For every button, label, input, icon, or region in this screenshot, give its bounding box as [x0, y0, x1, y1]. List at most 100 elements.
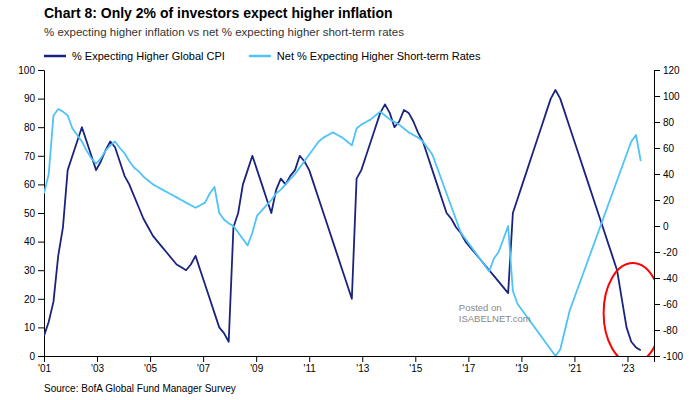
- tick-label: 40: [24, 236, 36, 247]
- x-tick: '07: [197, 356, 210, 374]
- y-tick: 60: [24, 179, 44, 190]
- y-tick: 40: [24, 236, 44, 247]
- tick-mark: [654, 122, 660, 123]
- tick-label: -60: [663, 299, 678, 310]
- y2-tick: 100: [654, 91, 680, 102]
- tick-label: 30: [24, 265, 36, 276]
- axis-line: [45, 357, 655, 363]
- tick-label: 10: [24, 322, 36, 333]
- tick-label: 80: [24, 122, 36, 133]
- tick-mark: [38, 356, 44, 357]
- tick-mark: [38, 270, 44, 271]
- x-tick: '09: [250, 356, 263, 374]
- watermark: Posted onISABELNET.com: [459, 302, 531, 324]
- tick-label: 60: [24, 179, 36, 190]
- tick-mark: [362, 356, 363, 362]
- y-tick: 80: [24, 122, 44, 133]
- tick-label: '17: [462, 363, 475, 374]
- tick-label: 50: [24, 208, 36, 219]
- tick-mark: [38, 299, 44, 300]
- axis-line: [38, 71, 45, 357]
- y-tick: 30: [24, 265, 44, 276]
- tick-label: 90: [24, 93, 36, 104]
- source: Source: BofA Global Fund Manager Survey: [44, 383, 236, 394]
- watermark-line: Posted on: [459, 302, 502, 313]
- series-line: [44, 109, 641, 356]
- tick-label: '19: [515, 363, 528, 374]
- tick-label: 40: [663, 169, 675, 180]
- y2-tick: -40: [654, 273, 678, 284]
- tick-mark: [654, 70, 660, 71]
- legend-item: % Expecting Higher Global CPI: [44, 50, 225, 62]
- x-axis: '01 '03 '05 '07 '09 '11 '13 '15 '17 '19 '21 '23: [38, 356, 655, 374]
- tick-label: 0: [29, 351, 35, 362]
- y2-tick: 60: [654, 143, 675, 154]
- tick-mark: [468, 356, 469, 362]
- tick-mark: [256, 356, 257, 362]
- tick-label: 80: [663, 117, 675, 128]
- tick-label: '03: [91, 363, 104, 374]
- tick-label: '07: [197, 363, 210, 374]
- plot-area: [44, 90, 654, 356]
- tick-mark: [654, 304, 660, 305]
- x-tick: '19: [515, 356, 528, 374]
- tick-label: '09: [250, 363, 263, 374]
- y-tick: 70: [24, 151, 44, 162]
- x-tick: '01: [38, 356, 51, 374]
- y2-tick: 20: [654, 195, 675, 206]
- tick-label: '11: [304, 363, 317, 374]
- tick-mark: [38, 327, 44, 328]
- y2-tick: 40: [654, 169, 675, 180]
- axis-line: [655, 71, 661, 357]
- y2-tick: 80: [654, 117, 675, 128]
- tick-label: 20: [24, 294, 36, 305]
- y-axis: 0102030405060708090100: [18, 65, 44, 362]
- tick-label: 120: [663, 65, 680, 76]
- y-tick: 90: [24, 93, 44, 104]
- x-tick: '15: [409, 356, 422, 374]
- tick-label: '23: [621, 363, 634, 374]
- tick-mark: [150, 356, 151, 362]
- series-line: [44, 90, 641, 350]
- x-tick: '17: [462, 356, 475, 374]
- legend-label: Net % Expecting Higher Short-term Rates: [277, 50, 481, 62]
- y2-tick: 0: [654, 221, 669, 232]
- tick-mark: [654, 356, 660, 357]
- tick-mark: [654, 226, 660, 227]
- tick-label: '05: [144, 363, 157, 374]
- legend-label: % Expecting Higher Global CPI: [72, 50, 225, 62]
- y2-tick: 120: [654, 65, 680, 76]
- tick-mark: [654, 148, 660, 149]
- tick-mark: [38, 99, 44, 100]
- tick-mark: [38, 156, 44, 157]
- tick-mark: [38, 184, 44, 185]
- y2-tick: -20: [654, 247, 678, 258]
- tick-label: -80: [663, 325, 678, 336]
- tick-label: 100: [663, 91, 680, 102]
- tick-mark: [654, 200, 660, 201]
- tick-mark: [309, 356, 310, 362]
- tick-mark: [574, 356, 575, 362]
- tick-mark: [521, 356, 522, 362]
- title: Chart 8: Only 2% of investors expect hig…: [44, 5, 393, 21]
- tick-mark: [38, 127, 44, 128]
- tick-mark: [654, 278, 660, 279]
- tick-mark: [203, 356, 204, 362]
- subtitle: % expecting higher inflation vs net % ex…: [44, 26, 404, 38]
- tick-mark: [627, 356, 628, 362]
- highlight-ellipse: [604, 263, 654, 356]
- tick-mark: [97, 356, 98, 362]
- tick-label: 60: [663, 143, 675, 154]
- tick-mark: [38, 242, 44, 243]
- x-tick: '13: [356, 356, 369, 374]
- tick-label: '21: [568, 363, 581, 374]
- tick-label: 20: [663, 195, 675, 206]
- legend: % Expecting Higher Global CPI Net % Expec…: [44, 50, 481, 62]
- tick-label: 0: [663, 221, 669, 232]
- y-tick: 0: [29, 351, 44, 362]
- x-tick: '23: [621, 356, 634, 374]
- tick-label: '01: [38, 363, 51, 374]
- y-tick: 10: [24, 322, 44, 333]
- y-tick: 50: [24, 208, 44, 219]
- tick-mark: [654, 96, 660, 97]
